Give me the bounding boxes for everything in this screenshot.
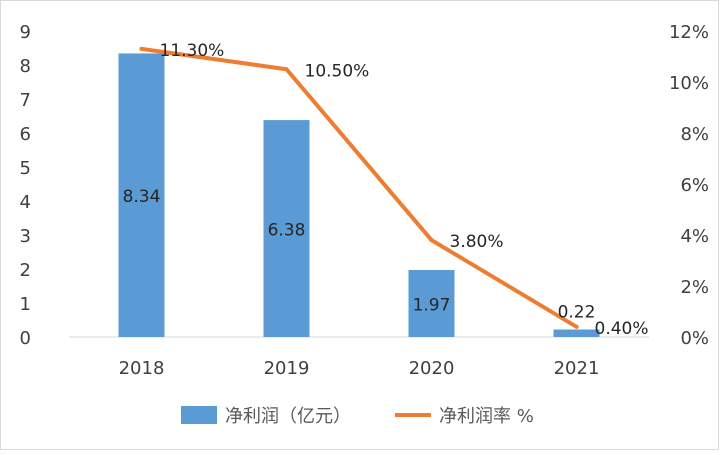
line-value-label: 3.80% [450,232,504,252]
line-layer [139,46,579,329]
x-tick-label: 2018 [119,358,165,379]
bar-value-label: 8.34 [123,187,161,207]
line-value-label: 11.30% [160,41,225,61]
axes-layer: 0 1 2 3 4 5 6 7 8 9 0% 2% 4% 6% 8% 10% 12% 2018 2019 2020 20… [20,22,709,379]
line-point-2020 [429,238,434,243]
y-left-tick-label: 6 [20,124,31,145]
bars-layer [118,53,600,337]
y-left-tick-label: 3 [20,226,31,247]
line-point-2021 [574,324,579,329]
bar-2019 [263,120,310,337]
legend-swatch-bar [181,406,217,424]
y-right-tick-label: 0% [680,328,709,349]
line-point-2018 [139,46,144,51]
y-left-tick-label: 0 [20,328,31,349]
bar-value-label: 6.38 [268,221,306,241]
legend-layer: 净利润（亿元） 净利润率 % [181,406,534,427]
y-right-tick-label: 4% [680,226,709,247]
line-series-net-margin [139,46,579,329]
y-right-tick-label: 10% [669,73,709,94]
y-right-tick-label: 8% [680,124,709,145]
bar-2021 [553,329,600,337]
y-left-tick-label: 5 [20,158,31,179]
line-point-2019 [284,67,289,72]
legend-label-bar: 净利润（亿元） [225,406,351,427]
legend-label-line: 净利润率 % [439,406,534,427]
y-right-tick-label: 12% [669,22,709,43]
x-tick-label: 2020 [409,358,455,379]
y-left-tick-label: 1 [20,294,31,315]
y-right-tick-label: 6% [680,175,709,196]
y-left-tick-label: 9 [20,22,31,43]
y-left-tick-label: 8 [20,56,31,77]
line-value-label: 0.40% [595,319,649,339]
bar-2020 [408,270,455,337]
y-right-tick-label: 2% [680,277,709,298]
line-value-label: 10.50% [305,61,370,81]
bar-value-label: 1.97 [413,296,451,316]
x-tick-label: 2019 [264,358,310,379]
labels-layer: 8.34 6.38 1.97 0.22 11.30% 10.50% 3.80% 0.40% [123,41,649,339]
bar-value-label: 0.22 [558,303,596,323]
y-left-tick-label: 2 [20,260,31,281]
bar-2018 [118,53,165,337]
y-left-tick-label: 4 [20,192,31,213]
y-left-tick-label: 7 [20,90,31,111]
x-tick-label: 2021 [554,358,600,379]
